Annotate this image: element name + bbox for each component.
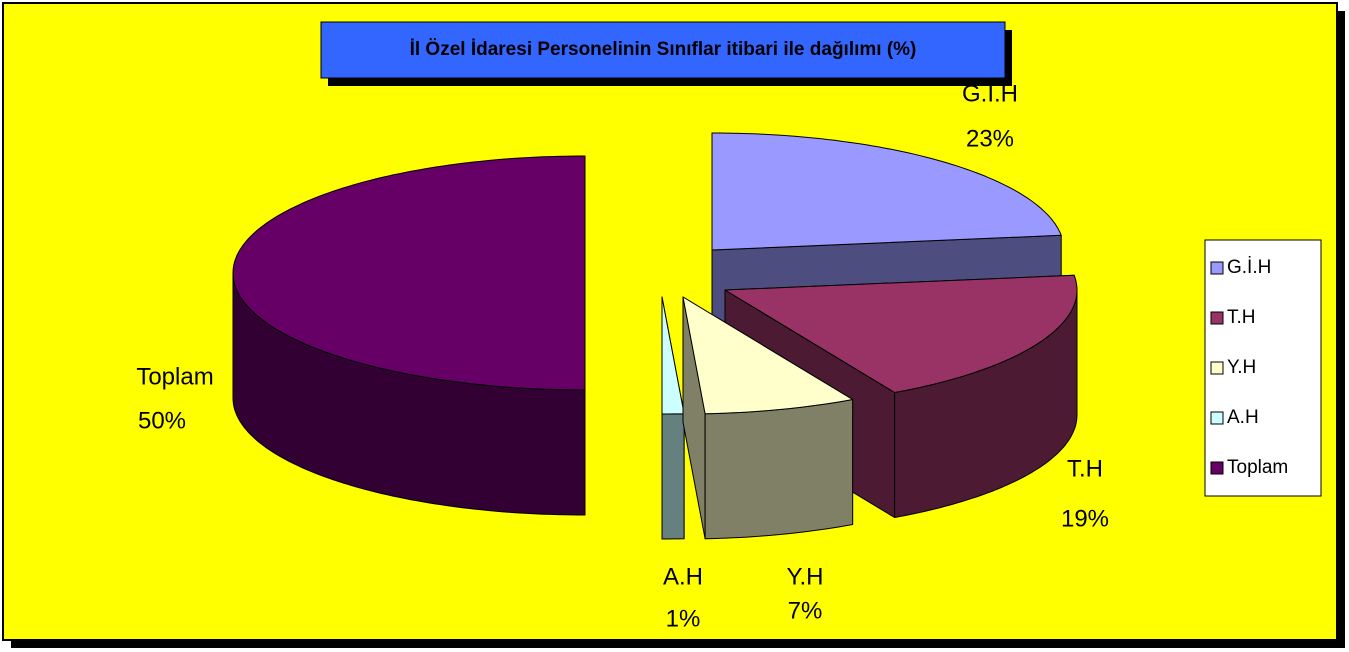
slice-value-label: 50% (138, 407, 186, 434)
legend-swatch (1210, 461, 1224, 475)
slice-value-label: 19% (1061, 505, 1109, 532)
slice-value-label: 1% (666, 605, 701, 632)
legend-label: G.İ.H (1227, 257, 1271, 278)
slice-side (704, 399, 854, 540)
legend (1204, 239, 1322, 497)
legend-swatch (1210, 261, 1224, 275)
legend-swatch (1210, 361, 1224, 375)
legend-label: A.H (1227, 407, 1259, 428)
legend-label: T.H (1227, 307, 1256, 328)
legend-items: G.İ.H T.H Y.H A.H Toplam (1210, 257, 1288, 478)
slice-label: G.İ.H (962, 80, 1018, 107)
slice-side (661, 413, 685, 540)
chart-area (2, 2, 1338, 641)
slice-value-label: 7% (788, 597, 823, 624)
pie (232, 132, 1078, 540)
slice-value-label: 23% (966, 125, 1014, 152)
slice-top (232, 155, 586, 391)
legend-swatch (1210, 311, 1224, 325)
slice-label: Toplam (136, 363, 213, 390)
slice-label: A.H (663, 563, 703, 590)
legend-label: Toplam (1227, 457, 1288, 478)
title-box (320, 21, 1006, 79)
legend-label: Y.H (1227, 357, 1256, 378)
legend-swatch (1210, 411, 1224, 425)
slice-top (724, 274, 1078, 393)
slice-label: T.H (1067, 455, 1103, 482)
slice-top (711, 132, 1062, 251)
slice-label: Y.H (787, 563, 824, 590)
chart-title: İl Özel İdaresi Personelinin Sınıflar it… (410, 39, 917, 60)
slice-top (682, 296, 854, 415)
